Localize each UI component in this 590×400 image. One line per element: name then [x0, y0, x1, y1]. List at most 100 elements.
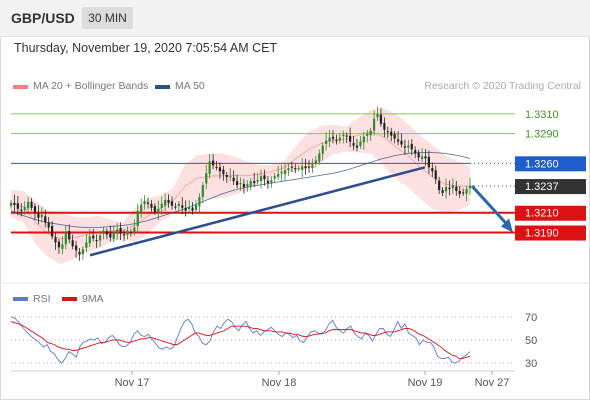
candle-body — [167, 199, 170, 203]
candle-body — [201, 185, 204, 197]
forecast-arrow-shaft — [470, 185, 510, 227]
candle-body — [150, 203, 153, 208]
candle-body — [98, 235, 102, 241]
candle-body — [105, 231, 109, 235]
candle-body — [366, 133, 369, 136]
candle-body — [64, 232, 67, 245]
time-axis-label: Nov 18 — [262, 377, 297, 389]
candle-body — [235, 181, 239, 186]
candle-body — [188, 206, 191, 210]
forecast-arrow-head — [501, 218, 513, 233]
candle-body — [277, 174, 280, 177]
candle-body — [184, 207, 187, 211]
pivot-price-label: 1.3260 — [525, 158, 559, 170]
time-axis-label: Nov 27 — [475, 377, 510, 389]
candle-body — [297, 168, 300, 170]
candle-body — [51, 225, 54, 237]
candle-body — [33, 206, 37, 213]
rsi-ma9-line — [10, 321, 471, 359]
candle-body — [345, 135, 348, 137]
candle-body — [153, 206, 156, 212]
candle-body — [239, 183, 242, 185]
candle-body — [342, 134, 345, 137]
candle-body — [448, 187, 451, 190]
candle-body — [318, 153, 321, 162]
candle-body — [225, 174, 228, 178]
candle-body — [102, 230, 105, 234]
candle-body — [157, 208, 160, 213]
ma9-legend-swatch — [62, 297, 77, 301]
candle-body — [23, 206, 26, 210]
candle-body — [229, 176, 232, 178]
candle-body — [242, 183, 246, 188]
candle-body — [215, 166, 218, 168]
candle-body — [133, 227, 136, 233]
candle-body — [194, 204, 198, 210]
candle-body — [287, 168, 290, 171]
candle-body — [37, 213, 40, 218]
candle-body — [16, 203, 19, 209]
candle-body — [386, 131, 389, 133]
candle-body — [427, 156, 430, 168]
candle-body — [211, 160, 215, 166]
candle-body — [116, 229, 119, 233]
candle-body — [352, 143, 355, 146]
candle-body — [376, 113, 379, 118]
candle-body — [181, 205, 184, 208]
candle-body — [325, 140, 328, 144]
candle-body — [431, 168, 434, 172]
candle-body — [205, 173, 208, 184]
candle-body — [126, 230, 129, 235]
candle-body — [462, 192, 465, 194]
rsi-tick-label: 50 — [525, 335, 537, 347]
candle-body — [85, 242, 88, 248]
ma20-line — [10, 131, 470, 239]
candle-body — [311, 164, 314, 169]
candle-body — [417, 152, 420, 158]
ma9-legend-label: 9MA — [82, 293, 104, 305]
candle-body — [9, 202, 13, 206]
rsi-tick-label: 70 — [525, 312, 537, 324]
candle-body — [414, 150, 417, 154]
rsi-line — [10, 316, 471, 364]
candle-body — [458, 191, 461, 194]
candle-body — [383, 123, 386, 130]
candle-body — [465, 189, 468, 194]
candle-body — [355, 145, 359, 148]
candle-body — [328, 137, 331, 142]
bb-legend-swatch — [13, 85, 28, 89]
last-price-price-label: 1.3237 — [525, 181, 559, 193]
candle-body — [47, 222, 50, 228]
last-price-price-box — [515, 179, 586, 195]
time-axis-label: Nov 17 — [115, 377, 150, 389]
candle-body — [78, 251, 81, 255]
candle-body — [44, 216, 47, 223]
support-price-box — [515, 205, 586, 221]
candle-body — [321, 145, 324, 154]
candle-body — [273, 176, 276, 179]
candle-body — [119, 227, 122, 234]
candle-body — [400, 140, 403, 145]
rsi-tick-label: 30 — [525, 358, 537, 370]
candle-body — [136, 210, 139, 226]
candle-body — [68, 230, 71, 240]
candle-body — [57, 241, 61, 248]
candle-body — [283, 170, 287, 174]
candle-body — [335, 140, 338, 142]
candle-body — [177, 203, 180, 207]
candle-body — [263, 175, 266, 180]
candle-body — [27, 201, 30, 209]
candle-body — [95, 240, 98, 242]
candle-body — [246, 184, 249, 187]
resistance-price-label: 1.3310 — [525, 109, 559, 121]
candle-body — [71, 240, 74, 247]
candle-body — [20, 209, 23, 211]
candle-body — [434, 170, 437, 180]
candle-body — [13, 202, 16, 205]
header-bar: GBP/USD 30 MIN — [0, 0, 590, 37]
candle-body — [61, 244, 64, 249]
candle-body — [40, 214, 43, 217]
timeframe-badge[interactable]: 30 MIN — [82, 7, 133, 29]
candle-body — [393, 134, 396, 139]
